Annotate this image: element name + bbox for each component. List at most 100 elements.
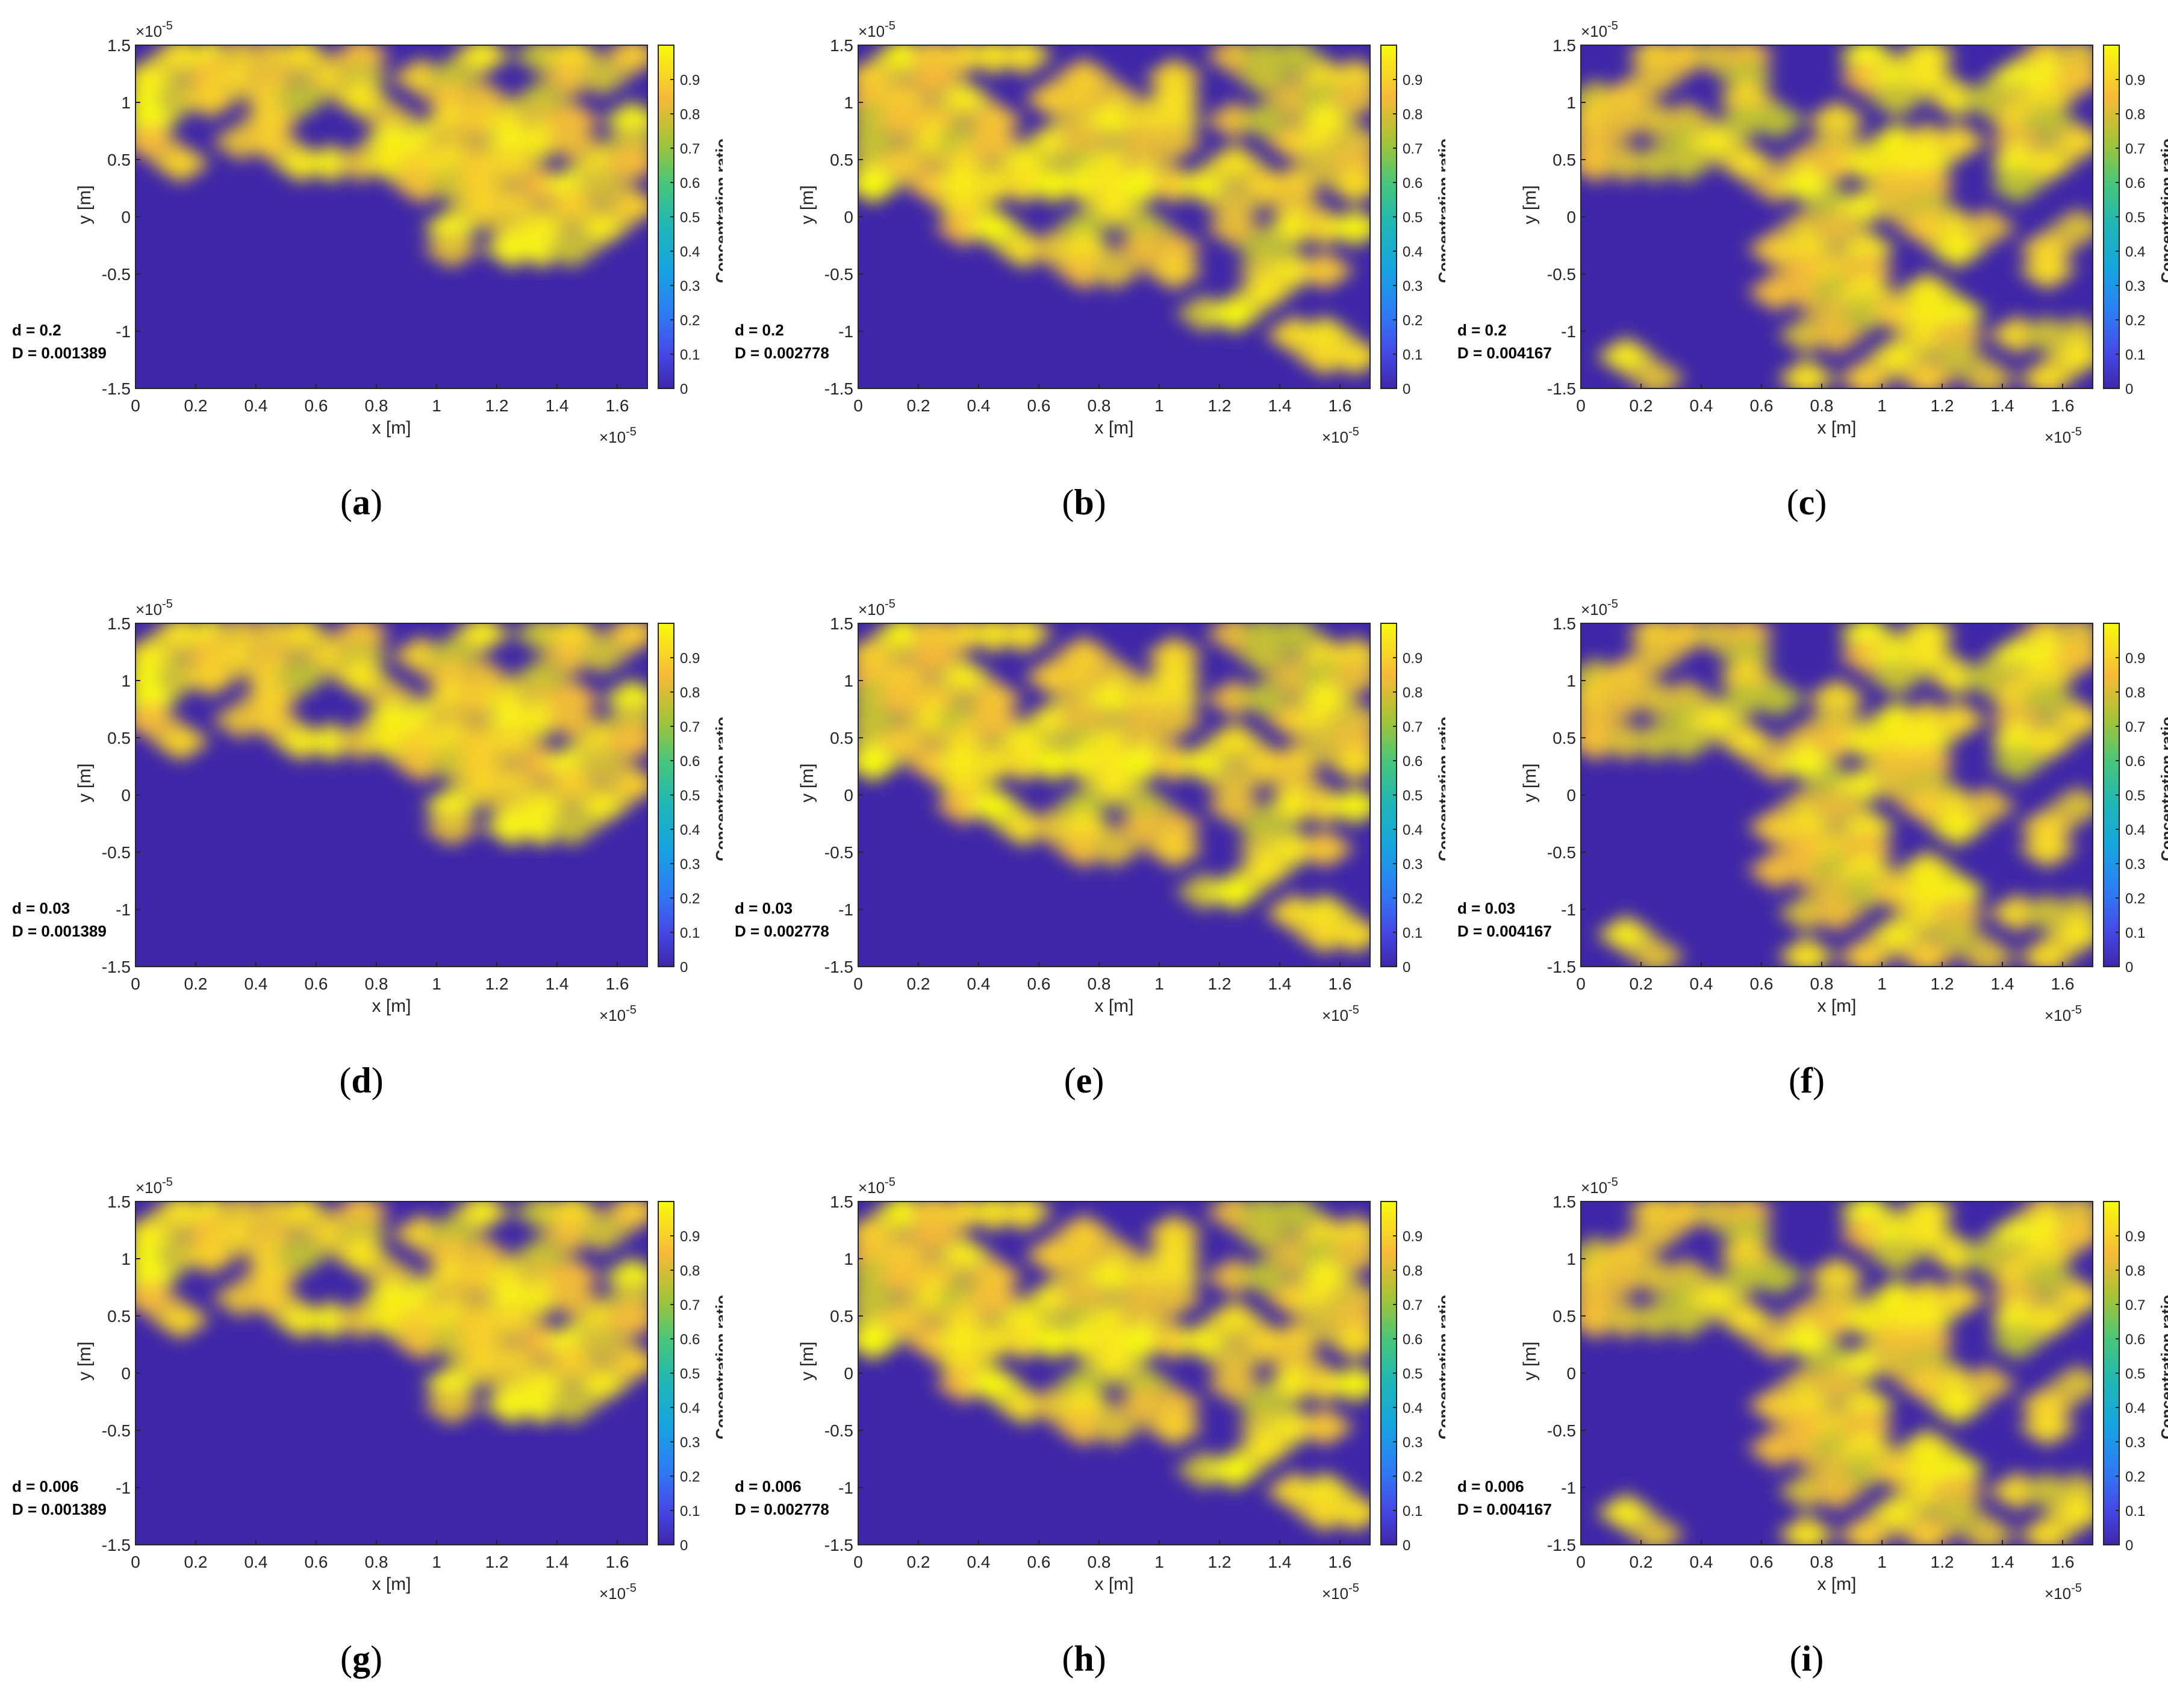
x-tick-label: 1.6 (2051, 1553, 2075, 1571)
heatmap-cell (1897, 1321, 1957, 1360)
heatmap-cell (542, 765, 602, 804)
y-tick-label: -0.5 (102, 843, 131, 862)
heatmap-cell (241, 58, 301, 97)
heatmap-cell (964, 700, 1024, 740)
panel-caption: (g) (340, 1639, 382, 1678)
x-tick-label: 0.4 (245, 396, 268, 415)
y-tick-label: 1.5 (1553, 614, 1576, 633)
colorbar-label: Concentration ratio (2158, 139, 2168, 283)
heatmap-cell (1777, 1515, 1837, 1545)
heatmap-cell (1325, 208, 1370, 247)
heatmap-cell (1325, 786, 1370, 825)
y-tick-label: -1 (1561, 322, 1576, 341)
y-tick-label: 0 (121, 786, 131, 805)
heatmap-cell (1927, 1493, 1987, 1532)
heatmap-cell (858, 165, 903, 204)
x-tick-label: 0.8 (1810, 974, 1834, 993)
heatmap-cell (241, 1279, 301, 1318)
panel-caption-letter: c (1798, 482, 1815, 522)
heatmap-cell (1084, 1343, 1144, 1382)
heatmap-cell (903, 1257, 964, 1296)
heatmap-cell (1204, 294, 1265, 333)
heatmap-cell (1897, 1343, 1957, 1382)
heatmap-cell (422, 1214, 482, 1253)
heatmap-cell (542, 187, 602, 226)
x-tick-label: 1.4 (546, 396, 569, 415)
y-tick-label: -1.5 (102, 1536, 131, 1554)
heatmap-cell (602, 765, 647, 804)
x-exponent-label: ×10-5 (2045, 1582, 2082, 1603)
heatmap-cell (452, 79, 512, 119)
heatmap-cell (602, 1300, 647, 1339)
heatmap-cell (2017, 229, 2078, 269)
heatmap-cell (994, 623, 1054, 653)
colorbar-label: Concentration ratio (712, 139, 723, 283)
x-tick-label: 0.8 (1088, 974, 1111, 993)
heatmap-cell (1144, 1214, 1204, 1253)
d-parameter-label: d = 0.03 (12, 899, 70, 917)
heatmap-cell (151, 1300, 211, 1339)
x-exponent-label: ×10-5 (1322, 1003, 1359, 1024)
panel-caption: (c) (1786, 482, 1827, 522)
heatmap-cell (858, 1321, 903, 1360)
heatmap-cell (1325, 165, 1370, 204)
heatmap-cell (1777, 937, 1837, 967)
heatmap-cells (136, 1202, 647, 1425)
x-tick-label: 1.6 (2051, 396, 2075, 415)
heatmap-cell (1626, 1214, 1686, 1253)
colorbar-tick-label: 0.7 (680, 141, 700, 157)
y-exponent-label: ×10-5 (136, 19, 173, 40)
heatmap-cell (331, 58, 391, 97)
x-tick-label: 0.4 (1690, 1553, 1713, 1571)
y-tick-label: -1.5 (1547, 1536, 1576, 1554)
x-tick-label: 1.2 (485, 1553, 509, 1571)
heatmap-cell (331, 658, 391, 697)
heatmap-cell (1204, 187, 1265, 226)
heatmap-cell (1114, 1300, 1174, 1339)
x-tick-label: 0 (131, 974, 140, 993)
heatmap-cell (1265, 765, 1325, 804)
panel-caption-letter: g (352, 1639, 370, 1678)
colorbar-tick-label: 0.8 (1403, 685, 1422, 701)
heatmap-cell (1927, 1279, 1987, 1318)
heatmap-cell (542, 1386, 602, 1425)
x-tick-label: 0.6 (1027, 974, 1051, 993)
x-tick-label: 0.4 (967, 396, 991, 415)
d-parameter-label: d = 0.2 (735, 321, 784, 339)
heatmap-cell (1746, 1257, 1807, 1296)
x-tick-label: 0.8 (1810, 1553, 1834, 1571)
heatmap-cell (1325, 1364, 1370, 1403)
colorbar-tick-label: 0.2 (1403, 1469, 1422, 1485)
heatmap-cell (1807, 101, 1867, 140)
heatmap-cell (2048, 786, 2093, 825)
y-tick-label: -0.5 (824, 265, 853, 284)
y-exponent-label: ×10-5 (858, 1176, 896, 1197)
heatmap-cell (933, 1343, 994, 1382)
heatmap-cell (1265, 45, 1325, 75)
y-tick-label: 1.5 (830, 36, 853, 55)
heatmap-cell (1144, 122, 1204, 161)
heatmap-cell (1716, 722, 1777, 761)
heatmap-cell (903, 636, 964, 675)
x-tick-label: 0.2 (907, 974, 930, 993)
colorbar-tick-label: 0.3 (1403, 856, 1422, 873)
heatmap-cell (422, 208, 482, 247)
heatmap-cell (964, 1279, 1024, 1318)
y-tick-label: 1.5 (1553, 1192, 1576, 1211)
colorbar-tick-label: 0.1 (1403, 925, 1422, 941)
heatmap-cell (1265, 1321, 1325, 1360)
heatmap-cell (1987, 743, 2048, 782)
heatmap-cell (1295, 829, 1355, 868)
x-tick-label: 0 (1576, 1553, 1586, 1571)
heatmap-cells (136, 45, 647, 269)
heatmap-cell (1897, 58, 1957, 97)
x-exponent-label: ×10-5 (1322, 1582, 1359, 1603)
heatmap-cell (1897, 937, 1957, 967)
colorbar-tick-label: 0.4 (1403, 244, 1422, 260)
heatmap-cell (1927, 808, 1987, 847)
colorbar-tick-label: 0 (2125, 381, 2133, 397)
heatmap-cell (2017, 722, 2078, 761)
colorbar-tick-label: 0.9 (1403, 650, 1422, 667)
heatmap-cell (542, 700, 602, 740)
heatmap-cell (1746, 679, 1807, 718)
